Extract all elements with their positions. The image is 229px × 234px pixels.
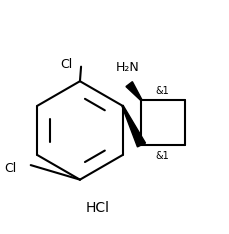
Text: HCl: HCl (86, 201, 110, 215)
Polygon shape (126, 82, 142, 101)
Text: &1: &1 (155, 86, 169, 96)
Polygon shape (122, 106, 145, 147)
Text: Cl: Cl (60, 58, 72, 71)
Text: H₂N: H₂N (116, 62, 140, 74)
Text: Cl: Cl (4, 162, 16, 175)
Text: &1: &1 (155, 151, 169, 161)
